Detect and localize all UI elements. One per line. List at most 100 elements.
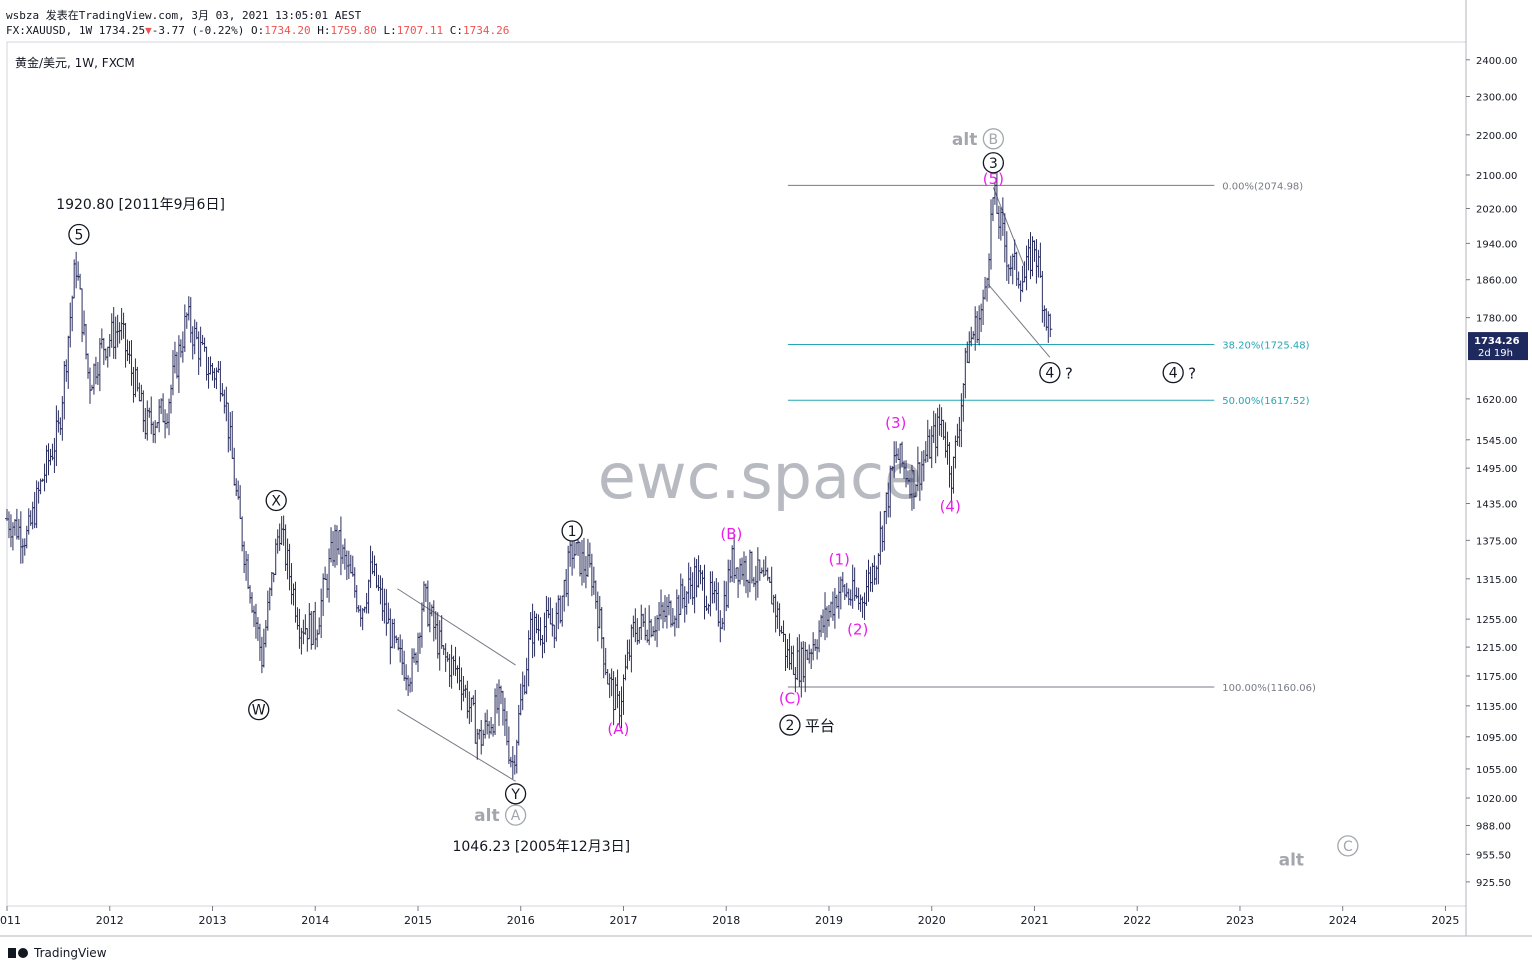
ohlc-line: FX:XAUUSD, 1W 1734.25▼-3.77 (-0.22%) O:1…: [6, 24, 509, 37]
fib-level-label: 100.00%(1160.06): [1222, 683, 1316, 694]
wave-label-circle: [504, 783, 527, 805]
y-tick-label: 1545.00: [1476, 436, 1517, 447]
trend-line: [987, 284, 1051, 358]
wave-label-magenta: (2): [847, 621, 868, 639]
y-tick-label: 1495.00: [1476, 464, 1517, 475]
wave-label-circle: [561, 520, 583, 542]
y-tick-label: 1135.00: [1476, 702, 1517, 713]
x-tick-label: 2015: [404, 914, 432, 927]
x-tick-label: 2013: [198, 914, 226, 927]
down-triangle-icon: ▼: [145, 24, 152, 37]
y-tick-label: 1055.00: [1476, 765, 1517, 776]
y-tick-label: 1620.00: [1476, 395, 1517, 406]
y-tick-label: 2100.00: [1476, 171, 1517, 182]
wave-label-circle: [1337, 835, 1359, 857]
wave-label-magenta: (A): [607, 720, 629, 738]
wave-label-text: C: [1343, 839, 1353, 855]
open-value: 1734.20: [264, 24, 311, 37]
wave-label-magenta: (1): [829, 550, 850, 568]
y-tick-label: 1940.00: [1476, 239, 1517, 250]
wave-label-text: 4: [1169, 366, 1178, 382]
wave-label-circle: [982, 152, 1005, 174]
fib-level-label: 0.00%(2074.98): [1222, 181, 1303, 192]
x-tick-label: 2011: [0, 914, 21, 927]
wave-label-circle: [982, 128, 1005, 150]
watermark-text: ewc.space: [598, 440, 923, 513]
last-price-countdown: 2d 19h: [1478, 348, 1513, 359]
footer-brand[interactable]: TradingView: [8, 946, 107, 960]
x-tick-label: 2024: [1329, 914, 1357, 927]
fib-level-label: 38.20%(1725.48): [1222, 340, 1309, 351]
wave-label-text: 2: [785, 718, 794, 734]
wave-label-circle: [779, 714, 801, 736]
wave-label-text: 5: [74, 228, 83, 244]
wave-label-text: B: [989, 132, 999, 148]
y-tick-label: 925.50: [1476, 878, 1511, 889]
x-tick-label: 2023: [1226, 914, 1254, 927]
wave-label-text: X: [271, 494, 281, 510]
y-tick-label: 2020.00: [1476, 205, 1517, 216]
x-tick-label: 2022: [1123, 914, 1151, 927]
y-tick-label: 1315.00: [1476, 575, 1517, 586]
wave-label-magenta: (B): [720, 525, 742, 543]
wave-label-text: 1: [568, 524, 577, 540]
wave-label-circle: [1162, 362, 1184, 384]
y-tick-label: 1375.00: [1476, 536, 1517, 547]
y-tick-label: 2200.00: [1476, 131, 1517, 142]
wave-label-prefix: alt: [474, 806, 499, 826]
y-tick-label: 2300.00: [1476, 93, 1517, 104]
last-price-badge: [1468, 332, 1528, 361]
y-tick-label: 1020.00: [1476, 794, 1517, 805]
wave-label-suffix: ?: [1065, 365, 1073, 383]
high-value: 1759.80: [330, 24, 377, 37]
y-tick-label: 2400.00: [1476, 56, 1517, 67]
trend-line: [397, 588, 516, 666]
x-tick-label: 2019: [815, 914, 843, 927]
publish-text: wsbza 发表在TradingView.com, 3月 03, 2021 13…: [6, 9, 362, 22]
y-tick-label: 1215.00: [1476, 643, 1517, 654]
publish-info: wsbza 发表在TradingView.com, 3月 03, 2021 13…: [6, 7, 361, 23]
wave-label-circle: [68, 223, 90, 246]
y-tick-label: 1095.00: [1476, 733, 1517, 744]
wave-label-magenta: (3): [885, 414, 906, 432]
x-tick-label: 2012: [96, 914, 124, 927]
x-tick-label: 2025: [1431, 914, 1459, 927]
close-value: 1734.26: [463, 24, 510, 37]
tradingview-logo-icon: [8, 946, 30, 960]
x-tick-label: 2020: [918, 914, 946, 927]
wave-label-suffix: 平台: [805, 717, 835, 735]
high-label: H:: [317, 24, 331, 37]
wave-label-suffix: ?: [1188, 365, 1196, 383]
x-tick-label: 2017: [609, 914, 637, 927]
y-tick-label: 955.50: [1476, 850, 1511, 861]
wave-label-circle: [1039, 362, 1061, 384]
wave-label-magenta: (5): [983, 170, 1004, 188]
symbol-text: FX:XAUUSD, 1W 1734.25: [6, 24, 146, 37]
wave-label-circle: [504, 804, 527, 826]
trend-line: [992, 187, 1025, 267]
y-tick-label: 1860.00: [1476, 276, 1517, 287]
wave-label-text: A: [511, 808, 521, 824]
wave-label-text: 4: [1045, 366, 1054, 382]
wave-label-text: W: [252, 703, 266, 719]
wave-label-text: 3: [989, 156, 998, 172]
price-annotation: 1046.23 [2005年12月3日]: [452, 839, 630, 855]
y-tick-label: 1255.00: [1476, 615, 1517, 626]
wave-label-circle: [265, 489, 287, 512]
x-tick-label: 2021: [1020, 914, 1048, 927]
fib-level-label: 50.00%(1617.52): [1222, 396, 1309, 407]
wave-label-text: Y: [510, 787, 520, 803]
wave-label-prefix: alt: [952, 130, 977, 150]
last-price-value: 1734.26: [1474, 336, 1520, 347]
y-tick-label: 1780.00: [1476, 314, 1517, 325]
low-label: L:: [383, 24, 397, 37]
wave-label-circle: [248, 699, 270, 721]
change-text: -3.77 (-0.22%): [151, 24, 245, 37]
wave-label-magenta: (C): [779, 689, 801, 707]
instrument-label: 黄金/美元, 1W, FXCM: [15, 55, 135, 70]
price-annotation: 1920.80 [2011年9月6日]: [56, 197, 225, 213]
wave-label-magenta: (4): [940, 498, 961, 516]
wave-label-alt: alt: [1279, 850, 1304, 870]
y-tick-label: 1435.00: [1476, 500, 1517, 511]
